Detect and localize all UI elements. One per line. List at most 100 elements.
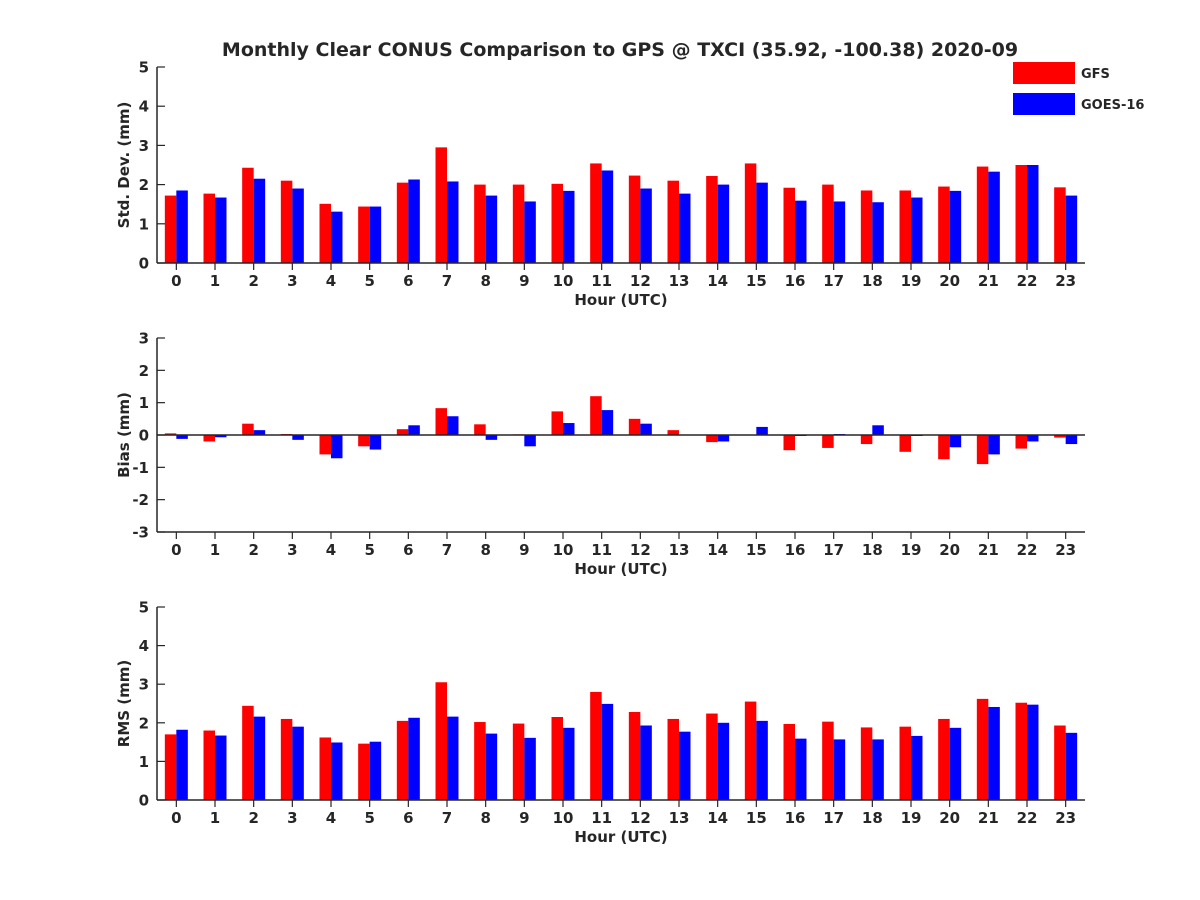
- xtick-label-p2-18: 18: [862, 809, 883, 827]
- bar-p0-s1-18: [872, 202, 884, 263]
- bar-p2-s0-15: [744, 701, 757, 800]
- bar-p2-s1-23: [1065, 732, 1078, 800]
- x-axis-label-p0: Hour (UTC): [574, 291, 667, 309]
- bar-p0-s0-18: [860, 190, 873, 263]
- bar-p2-s0-19: [899, 726, 911, 800]
- xtick-label-p2-22: 22: [1017, 809, 1038, 827]
- bar-p1-s0-4: [319, 435, 331, 455]
- xtick-label-p1-23: 23: [1055, 541, 1076, 559]
- bar-p1-s0-21: [976, 435, 989, 465]
- bar-p1-s1-6: [408, 425, 420, 435]
- bar-p1-s1-4: [331, 435, 343, 459]
- bar-p1-s1-9: [524, 435, 536, 447]
- ytick-label-p0-0: 0: [139, 255, 149, 273]
- xtick-label-p1-11: 11: [591, 541, 612, 559]
- chart-title: Monthly Clear CONUS Comparison to GPS @ …: [222, 39, 1018, 61]
- xtick-label-p2-2: 2: [248, 809, 258, 827]
- ytick-label-p1-1: -2: [132, 491, 149, 509]
- xtick-label-p2-16: 16: [785, 809, 806, 827]
- bar-p2-s1-6: [408, 717, 420, 800]
- bar-p2-s1-21: [988, 706, 1000, 800]
- xtick-label-p0-19: 19: [901, 272, 922, 290]
- bar-p2-s1-9: [524, 737, 536, 800]
- bar-p2-s1-2: [253, 716, 266, 800]
- legend-swatch-0: [1013, 62, 1075, 84]
- bar-p2-s1-17: [833, 739, 846, 800]
- ytick-label-p1-5: 2: [139, 362, 149, 380]
- bar-p2-s0-5: [358, 743, 370, 800]
- bar-p0-s0-22: [1015, 165, 1027, 263]
- legend: GFS GOES-16: [1013, 62, 1144, 115]
- bar-p1-s1-1: [215, 435, 227, 438]
- xtick-label-p1-17: 17: [823, 541, 844, 559]
- bar-p2-s0-9: [512, 723, 525, 800]
- bar-p0-s0-3: [280, 180, 293, 263]
- xtick-label-p0-20: 20: [939, 272, 960, 290]
- bar-p1-s0-16: [783, 435, 795, 451]
- bar-p2-s0-13: [667, 718, 679, 800]
- bar-p2-s1-15: [756, 720, 768, 800]
- bar-p1-s0-14: [706, 435, 718, 443]
- x-axis-label-p2: Hour (UTC): [574, 828, 667, 846]
- bar-p1-s0-19: [899, 435, 911, 452]
- bar-p2-s1-5: [369, 741, 382, 800]
- bar-p2-s0-8: [474, 722, 486, 800]
- bar-p1-s0-6: [396, 429, 409, 435]
- xtick-label-p2-14: 14: [707, 809, 728, 827]
- bar-p0-s0-15: [744, 163, 757, 263]
- ytick-label-p0-2: 2: [139, 176, 149, 194]
- xtick-label-p0-22: 22: [1017, 272, 1038, 290]
- bar-p1-s0-0: [164, 433, 177, 435]
- xtick-label-p1-0: 0: [171, 541, 181, 559]
- bar-p2-s0-23: [1054, 725, 1066, 800]
- xtick-label-p2-12: 12: [630, 809, 651, 827]
- ytick-label-p2-0: 0: [139, 792, 149, 810]
- x-axis-label-p1: Hour (UTC): [574, 560, 667, 578]
- ytick-label-p1-0: -3: [132, 524, 149, 542]
- xtick-label-p1-3: 3: [287, 541, 297, 559]
- bar-p0-s1-6: [408, 179, 420, 263]
- bar-p1-s0-1: [203, 435, 215, 442]
- bar-p2-s1-13: [679, 731, 691, 800]
- bar-p2-s0-20: [938, 718, 950, 800]
- y-axis-label-p1: Bias (mm): [115, 392, 133, 478]
- bar-p2-s0-16: [783, 723, 795, 800]
- bar-p0-s0-16: [783, 187, 795, 263]
- xtick-label-p2-11: 11: [591, 809, 612, 827]
- bar-p1-s1-5: [369, 435, 382, 450]
- bar-p0-s1-12: [640, 188, 652, 263]
- xtick-label-p2-13: 13: [669, 809, 690, 827]
- y-axis-label-p2: RMS (mm): [115, 660, 133, 747]
- ytick-label-p2-1: 1: [139, 753, 149, 771]
- xtick-label-p2-6: 6: [403, 809, 413, 827]
- bar-p0-s0-9: [512, 184, 525, 263]
- bar-p1-s0-12: [628, 418, 641, 435]
- bar-p0-s1-16: [795, 200, 807, 263]
- xtick-label-p0-14: 14: [707, 272, 728, 290]
- ytick-label-p0-1: 1: [139, 215, 149, 233]
- xtick-label-p0-17: 17: [823, 272, 844, 290]
- bar-p1-s1-11: [601, 410, 614, 435]
- xtick-label-p0-8: 8: [480, 272, 490, 290]
- bar-p1-s1-2: [253, 430, 266, 435]
- xtick-label-p2-23: 23: [1055, 809, 1076, 827]
- bar-p2-s1-8: [485, 733, 498, 800]
- bar-p2-s1-11: [601, 703, 614, 800]
- ytick-label-p2-5: 5: [139, 599, 149, 617]
- bar-p2-s0-7: [435, 682, 447, 800]
- ytick-label-p0-4: 4: [139, 98, 149, 116]
- bar-p2-s1-22: [1027, 704, 1039, 800]
- bar-p1-s1-22: [1027, 435, 1039, 442]
- bar-p0-s0-1: [203, 193, 215, 263]
- bar-p0-s1-13: [679, 193, 691, 263]
- xtick-label-p2-21: 21: [978, 809, 999, 827]
- xtick-label-p1-12: 12: [630, 541, 651, 559]
- xtick-label-p0-23: 23: [1055, 272, 1076, 290]
- xtick-label-p1-9: 9: [519, 541, 529, 559]
- legend-label-1: GOES-16: [1081, 98, 1144, 113]
- bar-p0-s1-4: [331, 211, 343, 263]
- xtick-label-p2-15: 15: [746, 809, 767, 827]
